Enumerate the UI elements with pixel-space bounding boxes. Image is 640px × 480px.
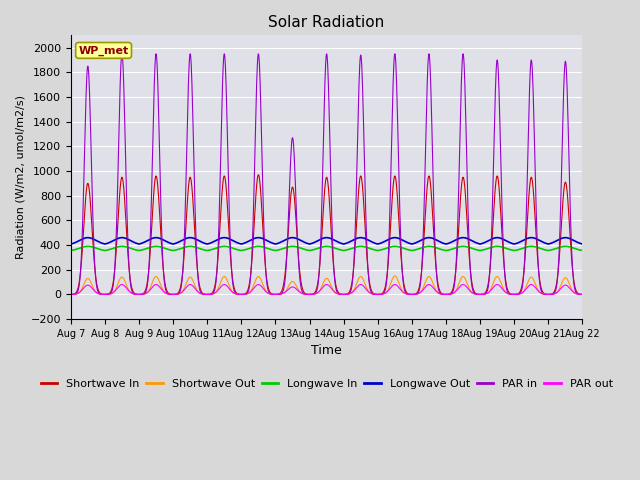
Title: Solar Radiation: Solar Radiation (269, 15, 385, 30)
X-axis label: Time: Time (311, 344, 342, 357)
Legend: Shortwave In, Shortwave Out, Longwave In, Longwave Out, PAR in, PAR out: Shortwave In, Shortwave Out, Longwave In… (36, 374, 617, 393)
Text: WP_met: WP_met (79, 45, 129, 56)
Y-axis label: Radiation (W/m2, umol/m2/s): Radiation (W/m2, umol/m2/s) (15, 95, 25, 259)
